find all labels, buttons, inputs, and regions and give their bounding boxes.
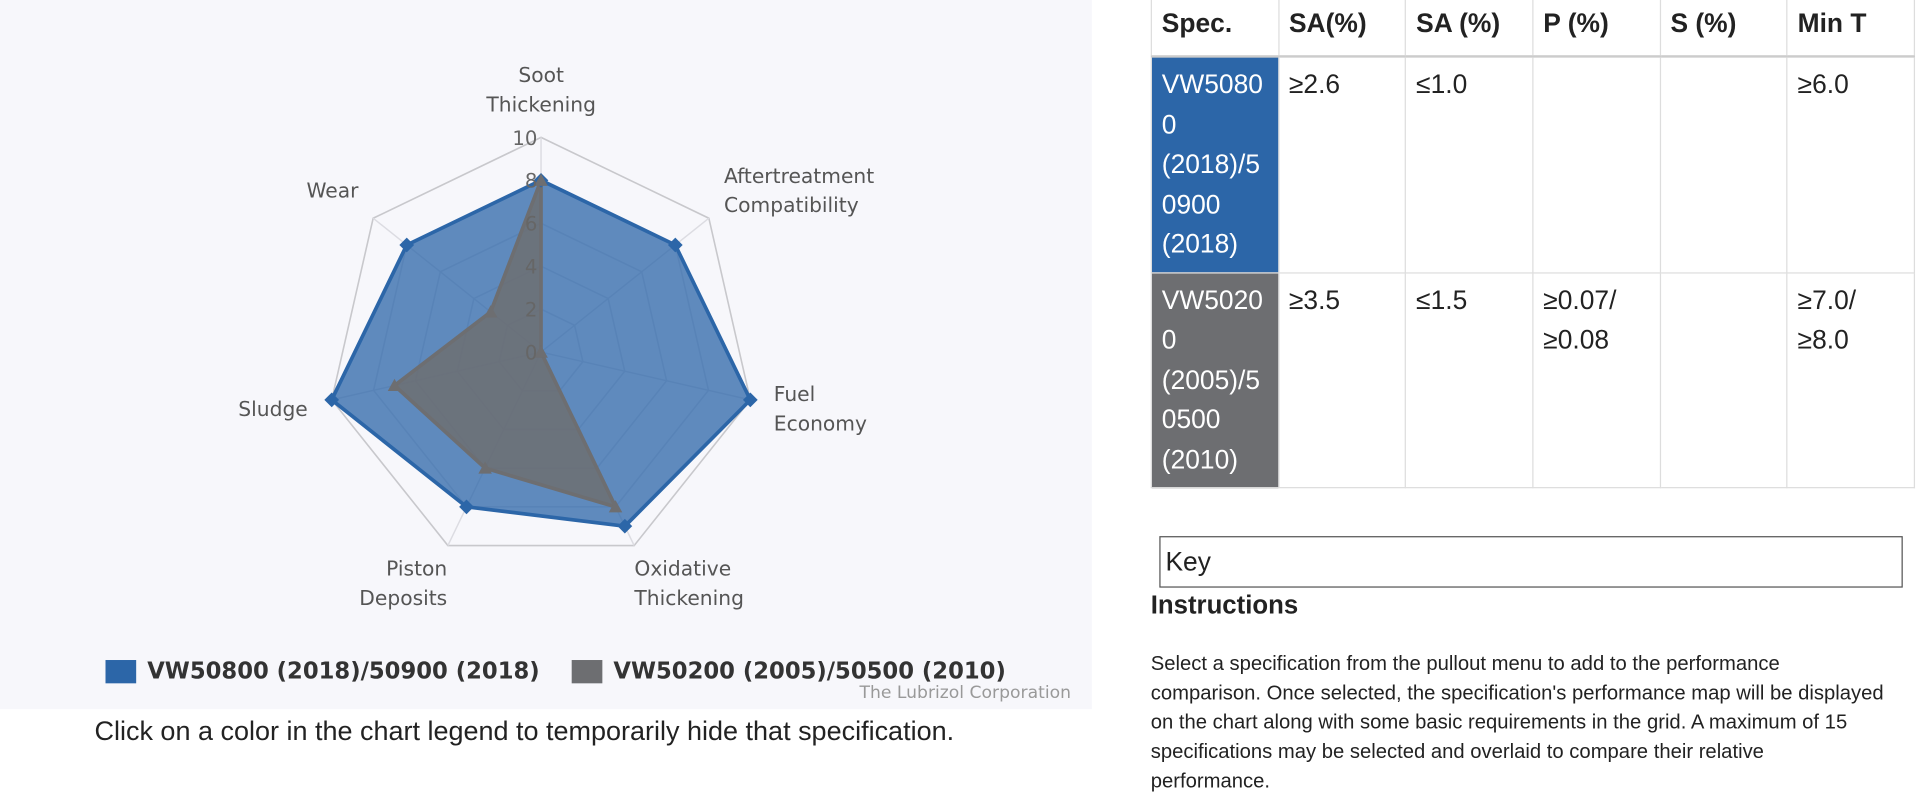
cell: ≤1.5 — [1405, 271, 1534, 489]
y-tick-label: 10 — [512, 127, 537, 150]
data-point — [459, 499, 474, 515]
axis-label: Sludge — [238, 397, 308, 421]
instructions-text: Select a specification from the pullout … — [1150, 652, 1884, 793]
table-row: VW50200 (2005)/50500 (2010) ≥3.5 ≤1.5 ≥0.07… — [1150, 271, 1916, 489]
cell: ≥3.5 — [1277, 271, 1407, 489]
y-tick-label: 6 — [525, 213, 537, 236]
y-tick-label: 2 — [525, 299, 537, 322]
column-header: SA(%) — [1277, 0, 1407, 58]
spec-table: Spec. SA(%) SA (%) P (%) S (%) Min T VW50800 (… — [1150, 0, 1916, 489]
column-header: Min T — [1786, 0, 1916, 58]
table-row: VW50800 (2018)/50900 (2018) ≥2.6 ≤1.0 ≥6.0 — [1150, 55, 1916, 273]
data-point — [534, 173, 548, 186]
data-point — [324, 392, 340, 408]
instructions-title: Instructions — [1150, 591, 1299, 620]
cell — [1659, 271, 1788, 489]
axis-label: Piston Deposits — [359, 557, 448, 610]
data-point — [387, 378, 402, 392]
credit: The Lubrizol Corporation — [859, 683, 1071, 703]
data-point — [667, 237, 683, 253]
cell: ≤1.0 — [1405, 55, 1534, 273]
axis-label: Aftertreatment Compatibility — [724, 164, 875, 218]
data-point — [534, 345, 548, 358]
cell: ≥6.0 — [1786, 55, 1916, 273]
cell: ≥2.6 — [1277, 55, 1407, 273]
data-point — [608, 500, 623, 513]
grid-line — [330, 136, 752, 547]
axis-label: Fuel Economy — [773, 382, 868, 436]
column-header: Spec. — [1150, 0, 1280, 58]
axis-label: Oxidative Thickening — [634, 557, 744, 610]
spec-cell: VW50200 (2005)/50500 (2010) — [1150, 271, 1280, 489]
legend-item[interactable]: VW50200 (2005)/50500 (2010) — [571, 658, 1006, 685]
axis-label: Wear — [306, 179, 359, 203]
chart-panel: 0 2 4 6 8 10 The Lubrizol Corporation Soot Th… — [105, 63, 1071, 703]
data-point — [742, 392, 758, 408]
cell: ≥7.0/ ≥8.0 — [1786, 271, 1916, 489]
spec-cell: VW50800 (2018)/50900 (2018) — [1150, 55, 1280, 273]
column-header: P (%) — [1532, 0, 1661, 58]
legend-swatch — [571, 660, 603, 684]
y-tick-label: 8 — [525, 170, 537, 193]
caption: Click on a color in the chart legend to … — [94, 715, 955, 746]
legend-label: VW50800 (2018)/50900 (2018) — [147, 658, 540, 685]
data-point — [399, 237, 415, 253]
chart: 0 2 4 6 8 10 — [324, 127, 758, 547]
cell — [1659, 55, 1788, 273]
y-tick-label: 0 — [525, 341, 537, 364]
column-header: S (%) — [1659, 0, 1788, 58]
cell: ≥0.07/ ≥0.08 — [1532, 271, 1661, 489]
legend-label: VW50200 (2005)/50500 (2010) — [613, 658, 1006, 685]
header-row: Spec. SA(%) SA (%) P (%) S (%) Min T — [1150, 0, 1916, 58]
y-tick-label: 4 — [525, 256, 537, 279]
legend-item[interactable]: VW50800 (2018)/50900 (2018) — [105, 658, 540, 685]
data-point — [483, 305, 498, 318]
cell — [1532, 55, 1661, 273]
legend-swatch — [105, 660, 137, 684]
column-header: SA (%) — [1405, 0, 1534, 58]
axis-label: Soot Thickening — [486, 63, 596, 117]
data-point — [478, 461, 492, 474]
key-box[interactable]: Key — [1159, 536, 1903, 588]
